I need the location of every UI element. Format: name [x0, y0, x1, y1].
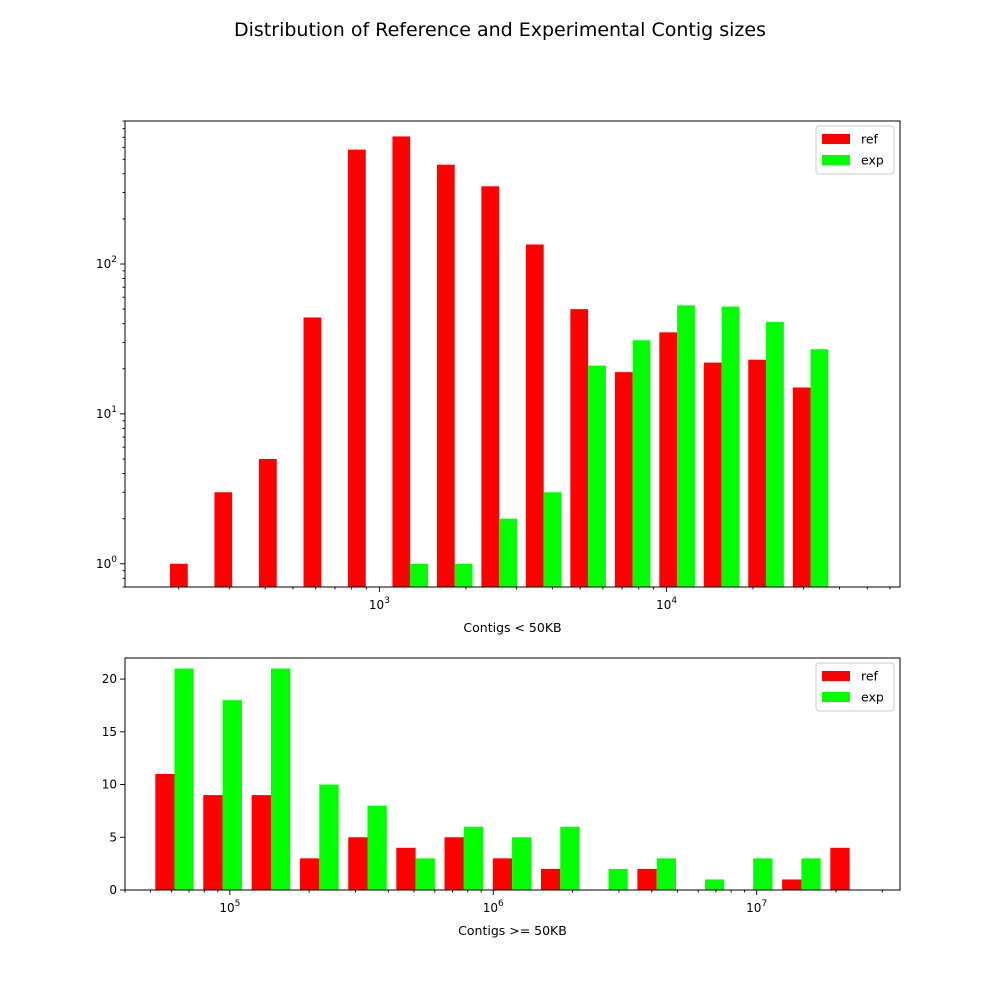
ref-bar [614, 372, 633, 587]
y-tick-label: 15 [102, 725, 117, 739]
x-tick-label: 107 [746, 899, 767, 915]
x-axis: 103 104 [178, 587, 891, 612]
ref-bar [492, 858, 513, 890]
bars [155, 668, 850, 890]
ref-bar [659, 332, 678, 587]
ref-bar [830, 847, 850, 890]
exp-bar [319, 784, 339, 890]
ref-bar [214, 492, 233, 587]
ref-bar [347, 149, 366, 587]
bars [170, 136, 829, 587]
legend: ref exp [815, 662, 895, 712]
exp-bar [721, 306, 740, 587]
y-axis: 0 5 10 15 20 [102, 672, 125, 897]
top-histogram: 103 104 100 101 102 Contigs < 50KB ref exp [96, 120, 901, 635]
axes-frame [124, 657, 901, 891]
exp-legend-swatch [822, 692, 850, 702]
ref-bar [396, 847, 416, 890]
ref-bar [444, 837, 464, 890]
x-axis-label: Contigs >= 50KB [458, 923, 567, 938]
ref-bar [258, 459, 277, 587]
x-axis: 105 106 107 [124, 890, 883, 915]
y-tick-label: 20 [102, 672, 117, 686]
ref-bar [703, 362, 722, 587]
exp-bar [766, 322, 784, 587]
ref-bar [525, 244, 544, 587]
y-tick-label: 101 [96, 405, 117, 421]
y-tick-label: 102 [96, 255, 117, 271]
ref-bar [782, 879, 802, 890]
ref-bar [637, 868, 657, 890]
x-tick-label: 103 [369, 596, 390, 612]
ref-legend-swatch [822, 671, 850, 681]
exp-bar [810, 349, 829, 587]
exp-legend-swatch [822, 155, 850, 165]
exp-bar [608, 868, 628, 890]
exp-bar [512, 837, 532, 890]
exp-legend-label: exp [861, 690, 884, 705]
ref-bar [303, 317, 322, 587]
ref-bar [392, 136, 411, 587]
ref-bar [155, 774, 175, 890]
exp-legend-label: exp [861, 153, 884, 168]
exp-bar [560, 826, 580, 890]
ref-bar [170, 563, 188, 587]
ref-bar [792, 387, 811, 587]
x-axis-label: Contigs < 50KB [463, 620, 561, 635]
ref-bar [251, 795, 271, 890]
x-tick-label: 104 [656, 596, 677, 612]
ref-bar [481, 186, 500, 587]
exp-bar [704, 879, 725, 890]
ref-bar [348, 837, 368, 890]
ref-bar [570, 309, 589, 587]
exp-bar [677, 305, 695, 587]
exp-bar [656, 858, 677, 890]
y-tick-label: 5 [109, 830, 117, 844]
y-tick-label: 0 [109, 883, 117, 897]
ref-bar [540, 868, 561, 890]
exp-bar [588, 365, 606, 587]
exp-bar [367, 805, 387, 890]
exp-bar [499, 518, 517, 587]
exp-bar [463, 826, 484, 890]
legend: ref exp [815, 125, 895, 175]
exp-bar [174, 668, 194, 890]
ref-bar [748, 359, 767, 587]
y-tick-label: 100 [96, 555, 117, 571]
ref-bar [436, 164, 455, 587]
x-tick-label: 105 [219, 899, 240, 915]
y-axis: 100 101 102 [96, 120, 125, 588]
axes-frame [124, 120, 901, 588]
y-tick-label: 10 [102, 778, 117, 792]
exp-bar [454, 563, 473, 587]
exp-bar [410, 563, 429, 587]
ref-legend-label: ref [861, 669, 879, 684]
exp-bar [415, 858, 435, 890]
ref-bar [203, 795, 223, 890]
exp-bar [543, 492, 562, 587]
exp-bar [632, 340, 651, 587]
ref-bar [299, 858, 320, 890]
exp-bar [753, 858, 773, 890]
x-tick-label: 106 [483, 899, 504, 915]
bottom-histogram: 105 106 107 0 5 10 15 20 Contigs >= 50KB ref exp [102, 657, 901, 938]
ref-legend-swatch [822, 134, 850, 144]
ref-legend-label: ref [861, 132, 879, 147]
exp-bar [270, 668, 291, 890]
exp-bar [222, 700, 242, 890]
exp-bar [801, 858, 821, 890]
figure-title: Distribution of Reference and Experiment… [234, 19, 766, 41]
